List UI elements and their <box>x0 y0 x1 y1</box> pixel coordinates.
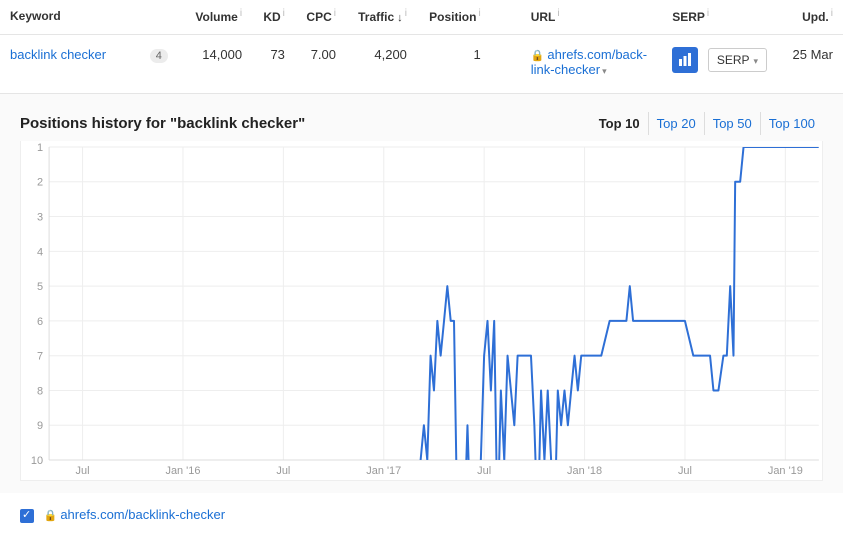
legend-url-link[interactable]: ahrefs.com/backlink-checker <box>60 507 225 522</box>
chart-legend: 🔒ahrefs.com/backlink-checker <box>0 493 843 537</box>
caret-down-icon: ▾ <box>754 56 759 66</box>
chart-toggle-button[interactable] <box>672 47 698 73</box>
range-tab-top-50[interactable]: Top 50 <box>705 112 761 135</box>
serp-dropdown[interactable]: SERP▾ <box>708 48 767 72</box>
col-position[interactable]: Positioni <box>417 0 491 35</box>
svg-text:Jan '16: Jan '16 <box>165 465 200 477</box>
caret-down-icon[interactable]: ▾ <box>602 66 607 76</box>
col-cpc[interactable]: CPCi <box>295 0 346 35</box>
info-icon: i <box>405 8 407 19</box>
keyword-count-badge: 4 <box>150 49 168 63</box>
keyword-link[interactable]: backlink checker <box>10 47 106 62</box>
svg-text:4: 4 <box>37 246 43 258</box>
range-tab-top-10[interactable]: Top 10 <box>591 112 649 135</box>
info-icon: i <box>478 8 480 19</box>
svg-text:7: 7 <box>37 351 43 363</box>
svg-text:Jul: Jul <box>76 465 90 477</box>
svg-text:Jan '19: Jan '19 <box>768 465 803 477</box>
col-traffic[interactable]: Traffic ↓i <box>346 0 417 35</box>
svg-text:Jan '17: Jan '17 <box>366 465 401 477</box>
svg-text:6: 6 <box>37 316 43 328</box>
sort-desc-icon: ↓ <box>394 12 403 24</box>
svg-text:3: 3 <box>37 212 43 224</box>
svg-text:9: 9 <box>37 420 43 432</box>
svg-text:1: 1 <box>37 142 43 154</box>
cell-upd: 25 Mar <box>781 35 843 94</box>
url-link[interactable]: ahrefs.com/back-link-checker▾ <box>531 47 647 77</box>
positions-chart[interactable]: 1 2 3 4 5 6 7 8 9 10 Jul Jan '16 Jul Jan '17 Jul Jan '1… <box>20 141 823 481</box>
info-icon: i <box>240 8 242 19</box>
col-upd[interactable]: Upd.i <box>781 0 843 35</box>
legend-checkbox[interactable] <box>20 509 34 523</box>
cell-traffic: 4,200 <box>346 35 417 94</box>
range-tab-top-100[interactable]: Top 100 <box>761 112 823 135</box>
svg-text:10: 10 <box>31 455 43 467</box>
keyword-table: Keyword Volumei KDi CPCi Traffic ↓i Posi… <box>0 0 843 94</box>
range-tab-top-20[interactable]: Top 20 <box>649 112 705 135</box>
svg-text:8: 8 <box>37 385 43 397</box>
table-row: backlink checker 4 14,000 73 7.00 4,200 … <box>0 35 843 94</box>
cell-position: 1 <box>417 35 491 94</box>
chart-title: Positions history for "backlink checker" <box>20 115 305 132</box>
svg-text:2: 2 <box>37 177 43 189</box>
lock-icon: 🔒 <box>531 50 545 62</box>
cell-kd: 73 <box>252 35 295 94</box>
svg-text:Jul: Jul <box>276 465 290 477</box>
info-icon: i <box>283 8 285 19</box>
col-serp[interactable]: SERPi <box>662 0 780 35</box>
lock-icon: 🔒 <box>44 510 58 522</box>
col-url[interactable]: URLi <box>491 0 663 35</box>
info-icon: i <box>707 8 709 19</box>
info-icon: i <box>557 8 559 19</box>
svg-text:5: 5 <box>37 281 43 293</box>
col-keyword[interactable]: Keyword <box>0 0 183 35</box>
svg-text:Jul: Jul <box>477 465 491 477</box>
svg-text:Jan '18: Jan '18 <box>567 465 602 477</box>
cell-volume: 14,000 <box>183 35 252 94</box>
info-icon: i <box>831 8 833 19</box>
info-icon: i <box>334 8 336 19</box>
col-volume[interactable]: Volumei <box>183 0 252 35</box>
cell-cpc: 7.00 <box>295 35 346 94</box>
svg-text:Jul: Jul <box>678 465 692 477</box>
positions-history-section: Positions history for "backlink checker"… <box>0 94 843 493</box>
range-tabs: Top 10Top 20Top 50Top 100 <box>591 112 823 135</box>
col-kd[interactable]: KDi <box>252 0 295 35</box>
